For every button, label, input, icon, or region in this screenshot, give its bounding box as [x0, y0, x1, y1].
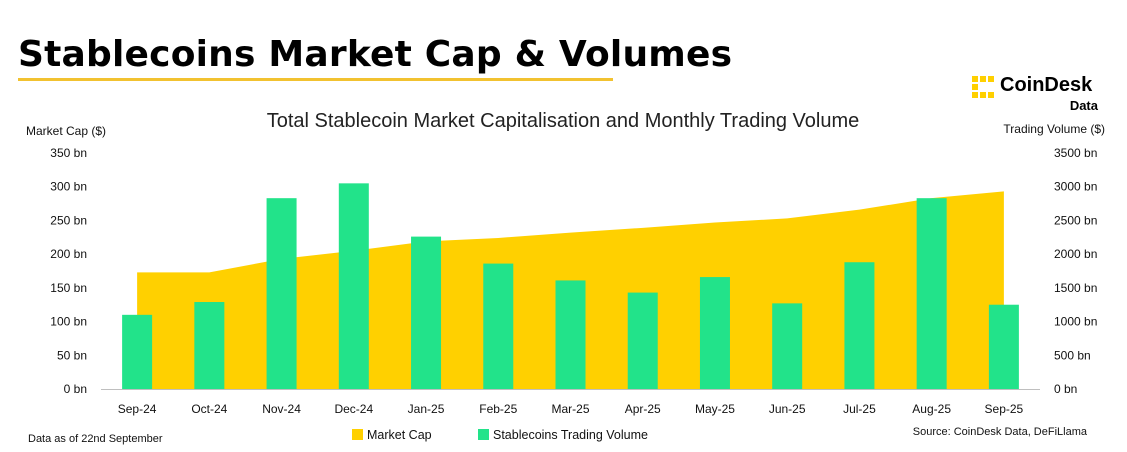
- volume-bar: [266, 198, 297, 389]
- volume-bar: [483, 263, 514, 389]
- y-left-tick-label: 0 bn: [64, 382, 87, 396]
- x-tick-label: Apr-25: [625, 402, 661, 416]
- volume-bar: [627, 292, 658, 389]
- chart-title: Total Stablecoin Market Capitalisation a…: [267, 110, 860, 132]
- legend: Market Cap Stablecoins Trading Volume: [352, 428, 648, 442]
- x-tick-label: Sep-24: [118, 402, 157, 416]
- volume-bar: [988, 304, 1019, 389]
- legend-swatch-market-cap: [352, 429, 363, 440]
- x-tick-label: Jul-25: [843, 402, 876, 416]
- data-note: Data as of 22nd September: [28, 433, 163, 445]
- y-left-tick-label: 100 bn: [50, 315, 87, 329]
- y-left-tick-label: 250 bn: [50, 213, 87, 227]
- x-tick-label: Oct-24: [191, 402, 227, 416]
- brand-sub: Data: [1069, 98, 1098, 113]
- y-left-tick-label: 300 bn: [50, 180, 87, 194]
- x-tick-label: Sep-25: [985, 402, 1024, 416]
- legend-swatch-volume: [478, 429, 489, 440]
- brand-name: CoinDesk: [1000, 74, 1093, 96]
- y-right-tick-label: 500 bn: [1054, 348, 1091, 362]
- volume-bar: [844, 262, 875, 389]
- y-right-tick-label: 2500 bn: [1054, 213, 1097, 227]
- legend-label-market-cap: Market Cap: [367, 428, 432, 442]
- y-right-axis-title: Trading Volume ($): [1003, 122, 1105, 136]
- volume-bar: [772, 303, 803, 389]
- y-left-tick-label: 50 bn: [57, 348, 87, 362]
- volume-bar: [699, 277, 730, 389]
- title-underline: [18, 78, 613, 81]
- volume-bar: [194, 302, 225, 389]
- x-tick-label: Jan-25: [408, 402, 445, 416]
- y-left-tick-label: 350 bn: [50, 146, 87, 160]
- y-right-tick-label: 1500 bn: [1054, 281, 1097, 295]
- x-tick-label: May-25: [695, 402, 735, 416]
- x-tick-label: Mar-25: [551, 402, 589, 416]
- y-right-tick-label: 1000 bn: [1054, 315, 1097, 329]
- page-title: Stablecoins Market Cap & Volumes: [18, 34, 733, 75]
- y-left-tick-label: 150 bn: [50, 281, 87, 295]
- x-tick-label: Nov-24: [262, 402, 301, 416]
- y-left-tick-label: 200 bn: [50, 247, 87, 261]
- x-tick-label: Feb-25: [479, 402, 517, 416]
- y-right-tick-label: 3000 bn: [1054, 180, 1097, 194]
- y-right-tick-label: 2000 bn: [1054, 247, 1097, 261]
- volume-bar: [555, 280, 586, 389]
- y-right-tick-label: 3500 bn: [1054, 146, 1097, 160]
- x-tick-label: Dec-24: [334, 402, 373, 416]
- legend-label-volume: Stablecoins Trading Volume: [493, 428, 648, 442]
- coindesk-logo-icon: [972, 76, 994, 98]
- volume-bar: [411, 236, 442, 389]
- x-tick-label: Aug-25: [912, 402, 951, 416]
- brand-logo: CoinDesk Data: [970, 72, 1110, 116]
- x-tick-label: Jun-25: [769, 402, 806, 416]
- volume-bar: [338, 183, 369, 389]
- y-left-axis-title: Market Cap ($): [26, 124, 106, 138]
- y-right-tick-label: 0 bn: [1054, 382, 1077, 396]
- source-note: Source: CoinDesk Data, DeFiLlama: [913, 426, 1088, 438]
- volume-bar: [122, 314, 153, 389]
- volume-bar: [916, 198, 947, 389]
